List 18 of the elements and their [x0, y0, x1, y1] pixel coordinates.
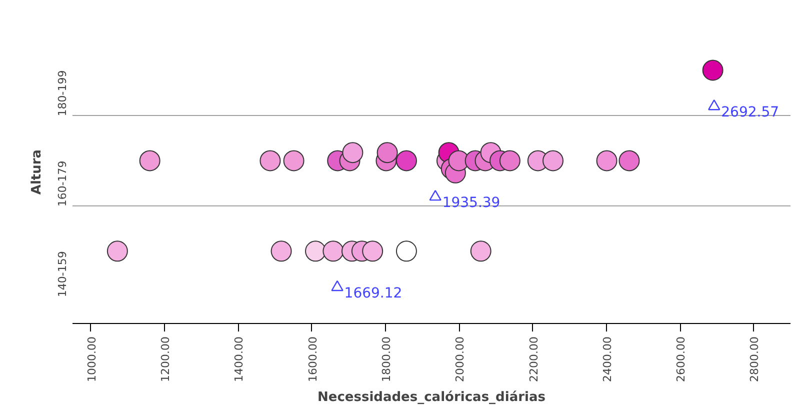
x-tick-label: 2200.00 [527, 336, 540, 382]
x-tick-label: 1000.00 [85, 336, 98, 382]
x-tick-label: 1800.00 [380, 336, 393, 382]
y-tick-label: 140-159 [56, 251, 69, 298]
x-tick-label: 2400.00 [600, 336, 614, 382]
y-tick-label: 160-179 [56, 160, 69, 207]
x-tick-label: 1600.00 [306, 336, 320, 382]
x-tick-label: 2800.00 [748, 336, 762, 382]
x-tick-label: 2600.00 [674, 336, 688, 382]
x-tick-label: 1400.00 [232, 336, 246, 382]
data-label: 1669.12 [344, 285, 402, 302]
y-axis-title: Altura [30, 149, 44, 195]
data-label: 1935.39 [442, 194, 500, 211]
x-axis-title: Necessidades_calóricas_diárias [318, 390, 546, 405]
y-tick-label: 180-199 [56, 70, 69, 116]
x-tick-label: 2000.00 [454, 336, 467, 382]
data-label: 2692.57 [721, 104, 780, 120]
x-tick-label: 1200.00 [159, 336, 172, 382]
